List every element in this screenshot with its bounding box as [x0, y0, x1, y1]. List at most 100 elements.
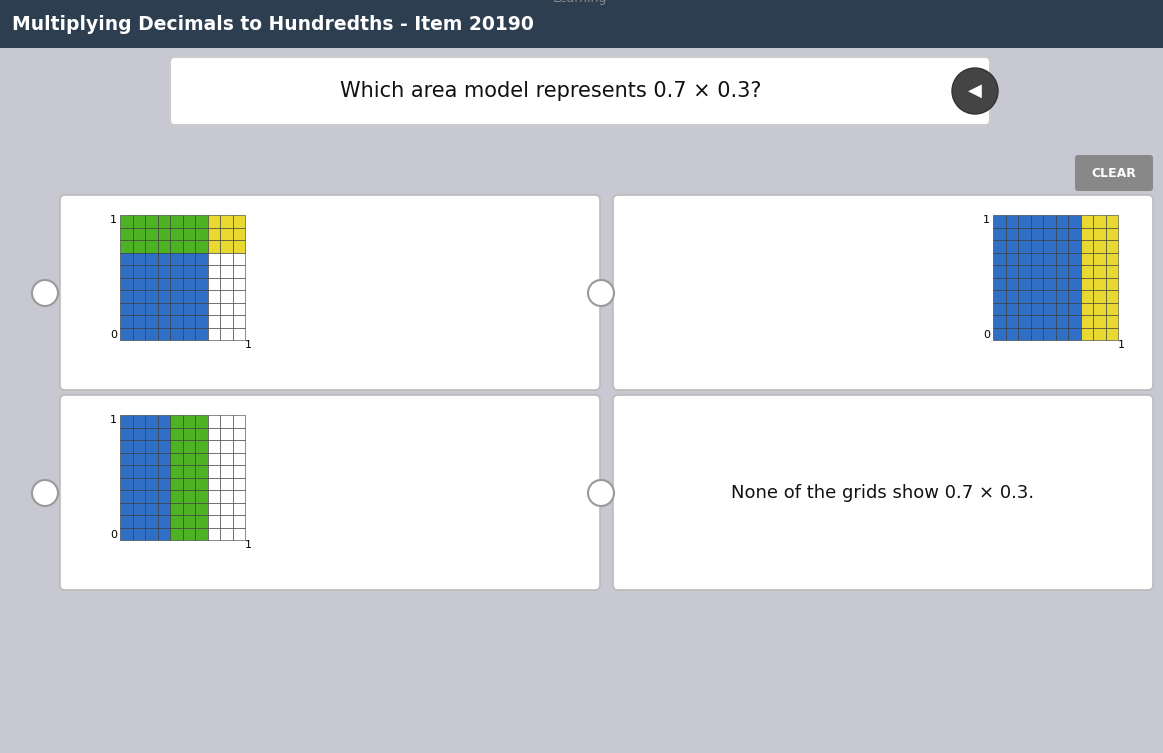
Text: Which area model represents 0.7 × 0.3?: Which area model represents 0.7 × 0.3? [340, 81, 762, 101]
Bar [157, 528, 170, 540]
Bar [170, 303, 183, 315]
Bar [207, 465, 220, 477]
Bar [993, 252, 1006, 265]
Bar [1043, 303, 1056, 315]
Bar [1106, 265, 1118, 278]
Bar [1043, 252, 1056, 265]
Bar [133, 265, 145, 278]
Bar [157, 502, 170, 515]
Bar [220, 303, 233, 315]
Bar [1018, 252, 1030, 265]
Bar [120, 252, 133, 265]
Bar [1030, 315, 1043, 328]
Bar [157, 278, 170, 290]
Bar [207, 315, 220, 328]
Bar [1093, 252, 1106, 265]
Bar [183, 315, 195, 328]
Bar [170, 502, 183, 515]
Bar [1006, 290, 1018, 303]
Bar [233, 328, 245, 340]
Bar [145, 303, 157, 315]
Bar [133, 240, 145, 252]
Bar [170, 328, 183, 340]
Bar [233, 440, 245, 453]
Bar [1068, 278, 1080, 290]
Bar [133, 428, 145, 440]
Bar [157, 240, 170, 252]
Bar [207, 490, 220, 502]
Circle shape [952, 68, 998, 114]
Bar [120, 240, 133, 252]
Bar [145, 215, 157, 227]
Bar [145, 428, 157, 440]
Bar [183, 290, 195, 303]
Bar [133, 303, 145, 315]
Bar [207, 290, 220, 303]
Bar [220, 515, 233, 528]
Bar [195, 227, 207, 240]
Bar [157, 315, 170, 328]
Bar [195, 528, 207, 540]
Bar [145, 440, 157, 453]
Bar [157, 465, 170, 477]
Bar [133, 453, 145, 465]
Bar [145, 477, 157, 490]
Bar [1068, 315, 1080, 328]
Bar [1106, 290, 1118, 303]
Bar [170, 440, 183, 453]
Bar [183, 265, 195, 278]
Bar [993, 265, 1006, 278]
Bar [1018, 328, 1030, 340]
Bar [233, 315, 245, 328]
Bar [120, 502, 133, 515]
Bar [183, 528, 195, 540]
Bar [220, 227, 233, 240]
Bar [1030, 290, 1043, 303]
Bar [233, 528, 245, 540]
Bar [1006, 265, 1018, 278]
Bar [133, 515, 145, 528]
Bar [1018, 303, 1030, 315]
Bar [220, 265, 233, 278]
Bar [183, 490, 195, 502]
Bar [233, 252, 245, 265]
Bar [170, 227, 183, 240]
Bar [170, 465, 183, 477]
Bar [1030, 278, 1043, 290]
Bar [1018, 290, 1030, 303]
Bar [220, 328, 233, 340]
Bar [133, 477, 145, 490]
Bar [120, 265, 133, 278]
Bar [1106, 240, 1118, 252]
Bar [195, 278, 207, 290]
Bar [170, 490, 183, 502]
Bar [133, 490, 145, 502]
Bar [1018, 278, 1030, 290]
Bar [1006, 278, 1018, 290]
Bar [183, 240, 195, 252]
Text: 1: 1 [110, 415, 117, 425]
Bar [207, 278, 220, 290]
Bar [195, 415, 207, 428]
Bar [157, 453, 170, 465]
Bar [170, 415, 183, 428]
Bar [207, 227, 220, 240]
Bar [1106, 278, 1118, 290]
Bar [133, 252, 145, 265]
Bar [220, 315, 233, 328]
Bar [120, 453, 133, 465]
Bar [170, 252, 183, 265]
Bar [1068, 240, 1080, 252]
Bar [1093, 227, 1106, 240]
Bar [1056, 278, 1068, 290]
Bar [1018, 265, 1030, 278]
Bar [1056, 265, 1068, 278]
Bar [1006, 215, 1018, 227]
Bar [1043, 240, 1056, 252]
Bar [183, 477, 195, 490]
Bar [133, 290, 145, 303]
Bar [1056, 227, 1068, 240]
Bar [1068, 227, 1080, 240]
Bar [157, 515, 170, 528]
Bar [220, 278, 233, 290]
